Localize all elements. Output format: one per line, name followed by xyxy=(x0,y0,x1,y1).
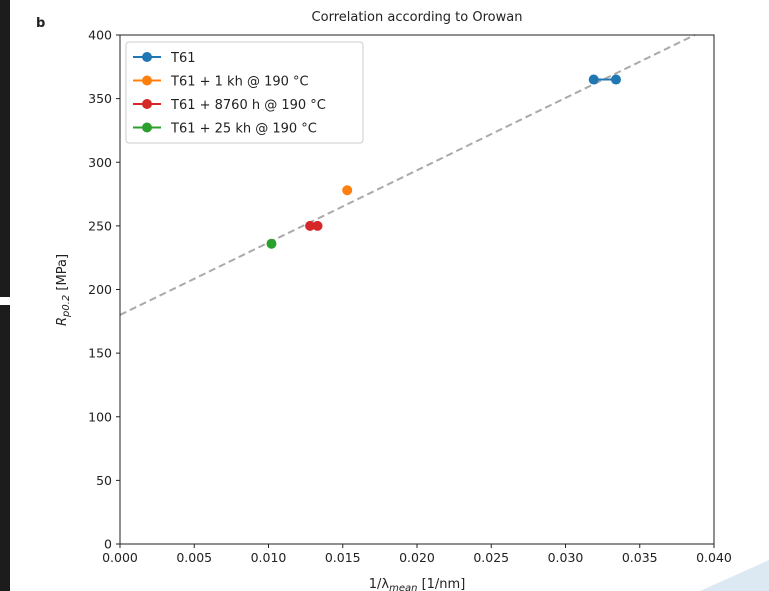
data-point xyxy=(610,74,621,85)
trend-line xyxy=(119,34,696,316)
x-tick-label: 0.010 xyxy=(251,550,287,565)
y-tick-label: 50 xyxy=(96,473,112,488)
x-tick-label: 0.000 xyxy=(102,550,138,565)
x-label-part: [1/nm] xyxy=(417,577,465,591)
x-label-sub: mean xyxy=(389,583,417,591)
legend-label: T61 xyxy=(170,51,195,66)
data-point xyxy=(312,220,323,231)
y-tick-label: 250 xyxy=(88,218,112,233)
legend-label: T61 + 8760 h @ 190 °C xyxy=(170,98,326,113)
x-label-part: 1/λ xyxy=(369,577,390,591)
y-tick-label: 300 xyxy=(88,155,112,170)
x-tick-label: 0.030 xyxy=(548,550,584,565)
legend-label: T61 + 1 kh @ 190 °C xyxy=(170,75,309,90)
decoration xyxy=(700,560,769,591)
chart-title: Correlation according to Orowan xyxy=(312,10,523,25)
y-label-part: R xyxy=(55,317,70,326)
data-point xyxy=(305,220,316,231)
data-point xyxy=(266,238,277,249)
data-point xyxy=(342,185,353,196)
photo-strip xyxy=(0,0,10,297)
y-tick-label: 350 xyxy=(88,91,112,106)
y-tick-label: 400 xyxy=(88,28,112,43)
y-label-part: [MPa] xyxy=(55,254,70,295)
panel-label: b xyxy=(36,16,45,31)
y-label-sub: p0.2 xyxy=(61,295,72,318)
y-axis-label: Rp0.2 [MPa] xyxy=(55,254,72,326)
legend-marker xyxy=(142,99,152,109)
x-tick-label: 0.035 xyxy=(622,550,658,565)
y-tick-label: 0 xyxy=(104,537,112,552)
legend-marker xyxy=(142,122,152,133)
x-tick-label: 0.040 xyxy=(696,550,732,565)
x-tick-label: 0.020 xyxy=(399,550,435,565)
plot-frame xyxy=(119,34,715,545)
photo-strip xyxy=(0,305,10,591)
legend-box xyxy=(125,41,364,144)
y-tick-label: 200 xyxy=(88,282,112,297)
x-tick-label: 0.025 xyxy=(473,550,509,565)
y-tick-label: 150 xyxy=(88,346,112,361)
x-tick-label: 0.005 xyxy=(176,550,212,565)
data-point xyxy=(588,74,599,85)
x-axis-label: 1/λmean [1/nm] xyxy=(369,577,466,591)
legend-marker xyxy=(142,75,152,86)
x-tick-label: 0.015 xyxy=(325,550,361,565)
legend-label: T61 + 25 kh @ 190 °C xyxy=(170,122,317,137)
legend-marker xyxy=(142,52,152,62)
y-tick-label: 100 xyxy=(88,409,112,424)
